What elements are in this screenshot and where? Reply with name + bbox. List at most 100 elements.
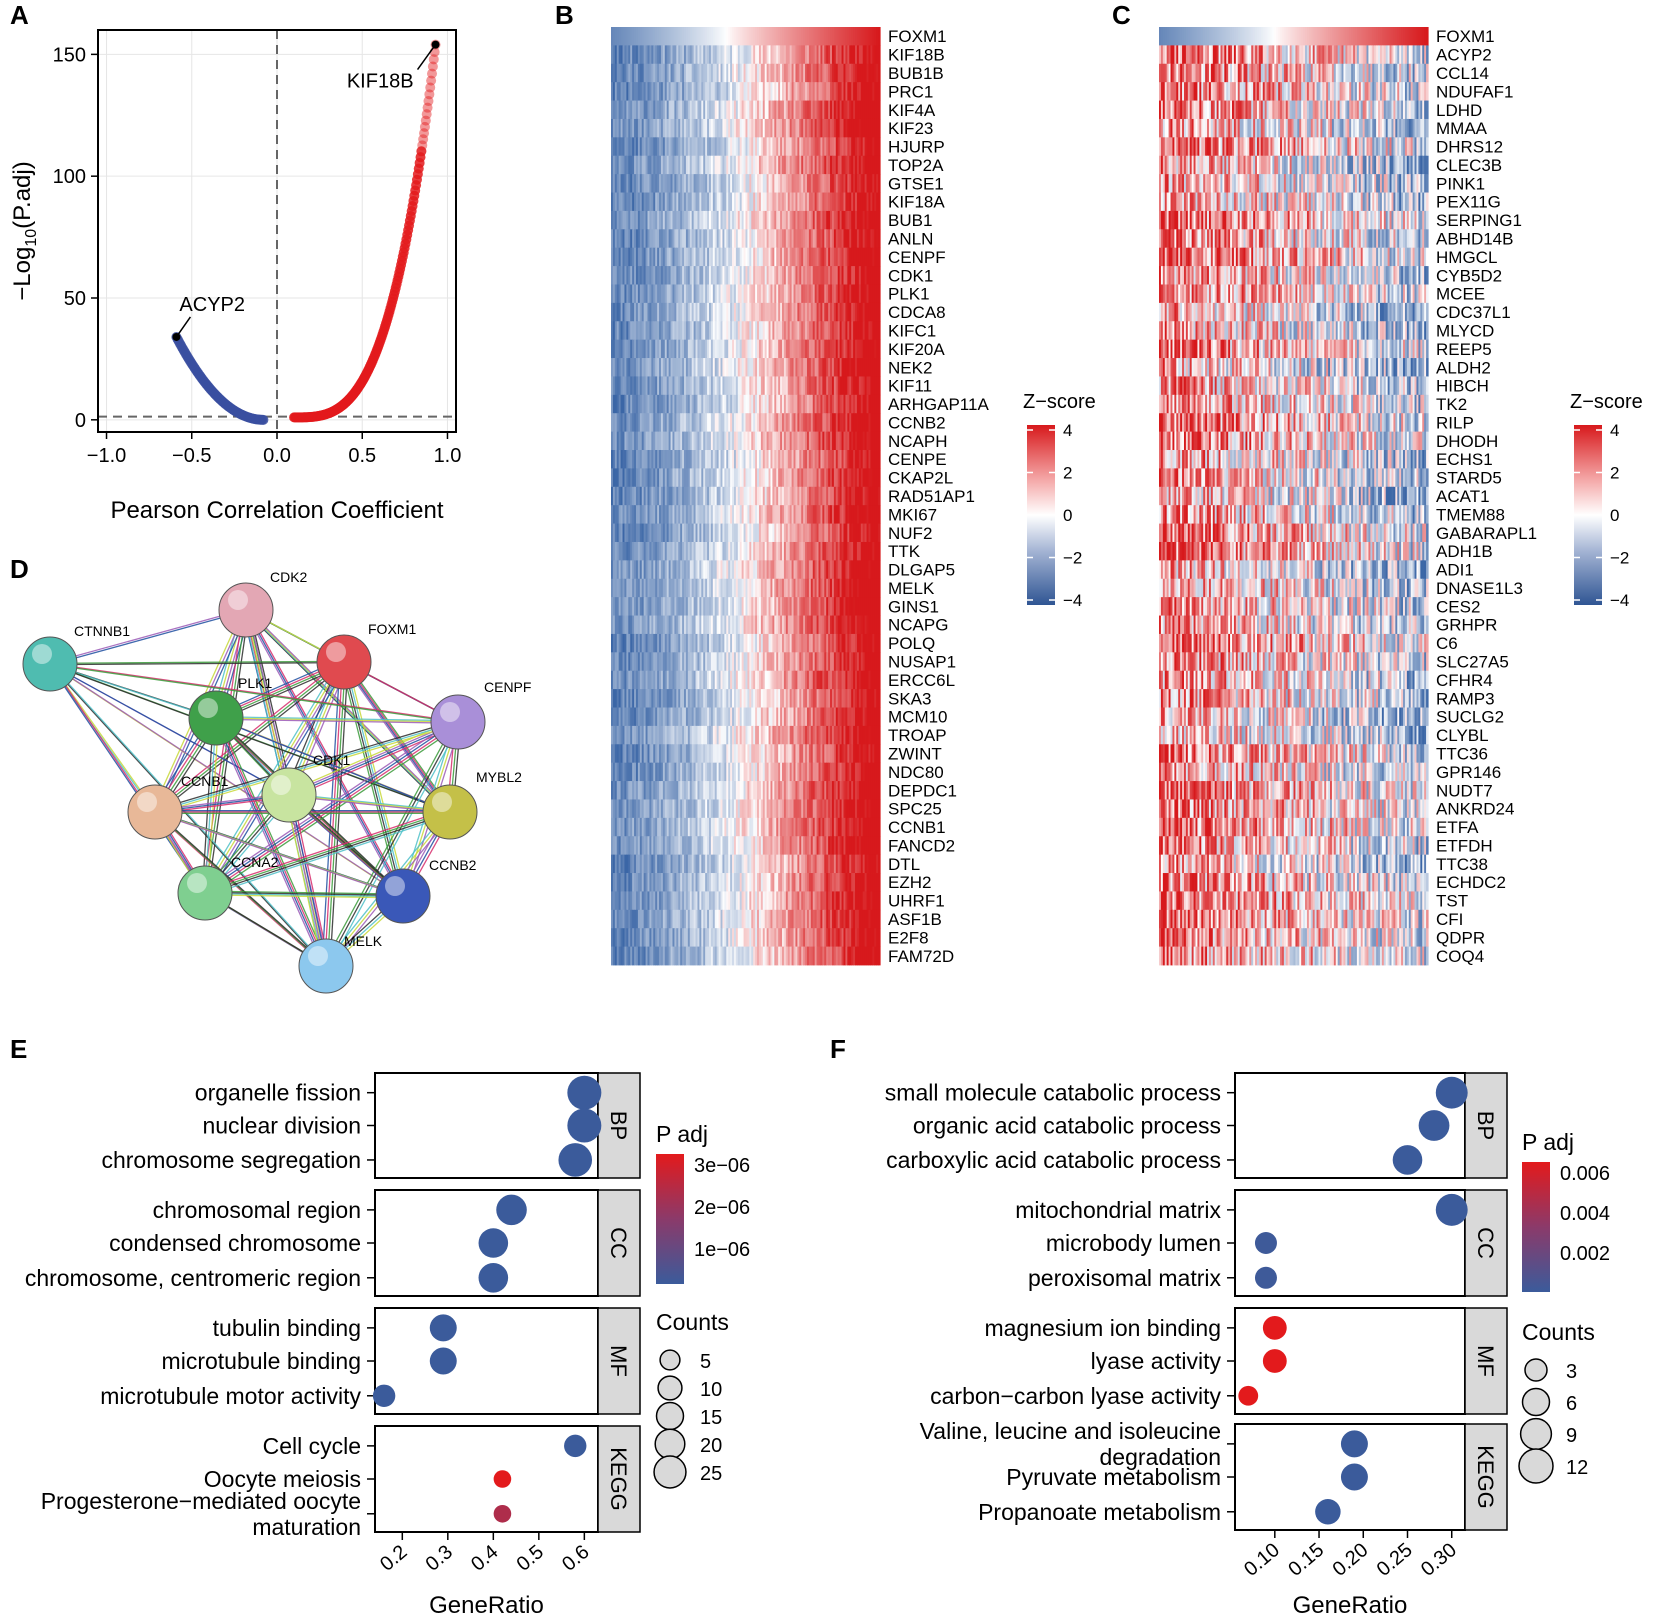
- heatmap-cell: [624, 468, 627, 488]
- heatmap-cell: [747, 468, 750, 488]
- heatmap-cell: [787, 192, 791, 212]
- heatmap-cell: [791, 155, 795, 175]
- heatmap-cell: [795, 505, 798, 524]
- heatmap-cell: [622, 45, 626, 65]
- heatmap-cell: [822, 137, 825, 157]
- heatmap-cell: [687, 210, 691, 230]
- heatmap-cell: [751, 413, 754, 433]
- heatmap-cell: [722, 100, 725, 120]
- heatmap-cell: [855, 210, 858, 230]
- heatmap-cell: [666, 376, 670, 396]
- heatmap-cell: [611, 413, 614, 433]
- heatmap-cell: [697, 486, 700, 506]
- heatmap-cell: [664, 266, 668, 285]
- heatmap-cell: [634, 210, 637, 230]
- heatmap-cell: [785, 376, 789, 396]
- heatmap-cell: [858, 247, 862, 267]
- heatmap-cell: [612, 63, 616, 83]
- heatmap-cell: [630, 192, 633, 212]
- heatmap-row: [611, 339, 881, 359]
- heatmap-cell: [747, 541, 750, 561]
- heatmap-cell: [849, 247, 852, 267]
- heatmap-cell: [845, 63, 848, 83]
- heatmap-cell: [789, 578, 793, 598]
- heatmap-cell: [845, 192, 848, 212]
- heatmap-cell: [878, 541, 881, 561]
- heatmap-cell: [735, 541, 739, 561]
- heatmap-cell: [858, 376, 862, 396]
- heatmap-cell: [797, 394, 800, 414]
- heatmap-cell: [676, 431, 679, 451]
- heatmap-cell: [780, 45, 783, 65]
- heatmap-cell: [676, 505, 679, 524]
- heatmap-cell: [837, 210, 841, 230]
- heatmap-cell: [862, 486, 866, 506]
- heatmap-cell: [632, 413, 635, 433]
- heatmap-cell: [691, 210, 695, 230]
- heatmap-cell: [860, 137, 864, 157]
- heatmap-cell: [726, 376, 729, 396]
- heatmap-cell: [864, 358, 868, 377]
- heatmap-cell: [791, 247, 795, 267]
- heatmap-cell: [853, 615, 856, 635]
- heatmap-cell: [789, 247, 793, 267]
- positive-point: [418, 134, 429, 145]
- heatmap-cell: [678, 413, 681, 433]
- heatmap-cell: [797, 100, 800, 120]
- heatmap-cell: [634, 597, 637, 616]
- heatmap-cell: [876, 155, 879, 175]
- heatmap-cell: [768, 192, 772, 212]
- heatmap-cell: [828, 27, 831, 46]
- heatmap-cell: [862, 468, 866, 488]
- heatmap-cell: [612, 578, 616, 598]
- heatmap-cell: [814, 358, 818, 377]
- heatmap-cell: [814, 266, 818, 285]
- heatmap-cell: [808, 431, 812, 451]
- heatmap-cell: [666, 137, 670, 157]
- heatmap-cell: [620, 63, 624, 83]
- heatmap-cell: [831, 45, 835, 65]
- heatmap-cell: [806, 376, 810, 396]
- heatmap-cell: [739, 450, 743, 469]
- heatmap-cell: [878, 229, 881, 249]
- heatmap-cell: [837, 229, 841, 249]
- heatmap-cell: [685, 597, 689, 616]
- heatmap-cell: [745, 284, 749, 304]
- heatmap-cell: [616, 394, 620, 414]
- heatmap-cell: [787, 560, 791, 580]
- heatmap-cell: [703, 578, 706, 598]
- heatmap-cell: [743, 541, 747, 561]
- heatmap-cell: [641, 597, 645, 616]
- heatmap-cell: [806, 560, 810, 580]
- gene-label: CENPF: [888, 248, 946, 267]
- heatmap-cell: [814, 321, 818, 341]
- heatmap-cell: [795, 431, 798, 451]
- heatmap-cell: [783, 376, 787, 396]
- heatmap-cell: [839, 45, 843, 65]
- heatmap-cell: [611, 100, 614, 120]
- heatmap-cell: [684, 247, 687, 267]
- heatmap-cell: [689, 63, 693, 83]
- heatmap-cell: [614, 82, 618, 101]
- heatmap-cell: [680, 358, 683, 377]
- heatmap-cell: [676, 523, 679, 543]
- heatmap-cell: [620, 468, 624, 488]
- positive-point: [423, 96, 434, 107]
- heatmap-cell: [739, 597, 743, 616]
- heatmap-cell: [708, 413, 712, 433]
- heatmap-cell: [687, 174, 691, 193]
- heatmap-cell: [612, 247, 616, 267]
- heatmap-cell: [864, 394, 868, 414]
- heatmap-cell: [778, 137, 781, 157]
- heatmap-cell: [618, 229, 622, 249]
- heatmap-cell: [739, 486, 743, 506]
- heatmap-cell: [805, 192, 808, 212]
- heatmap-cell: [799, 376, 802, 396]
- heatmap-cell: [649, 302, 652, 322]
- heatmap-cell: [801, 541, 804, 561]
- heatmap-cell: [833, 100, 837, 120]
- heatmap-cell: [747, 578, 750, 598]
- heatmap-cell: [768, 468, 772, 488]
- heatmap-cell: [614, 523, 618, 543]
- heatmap-cell: [732, 413, 735, 433]
